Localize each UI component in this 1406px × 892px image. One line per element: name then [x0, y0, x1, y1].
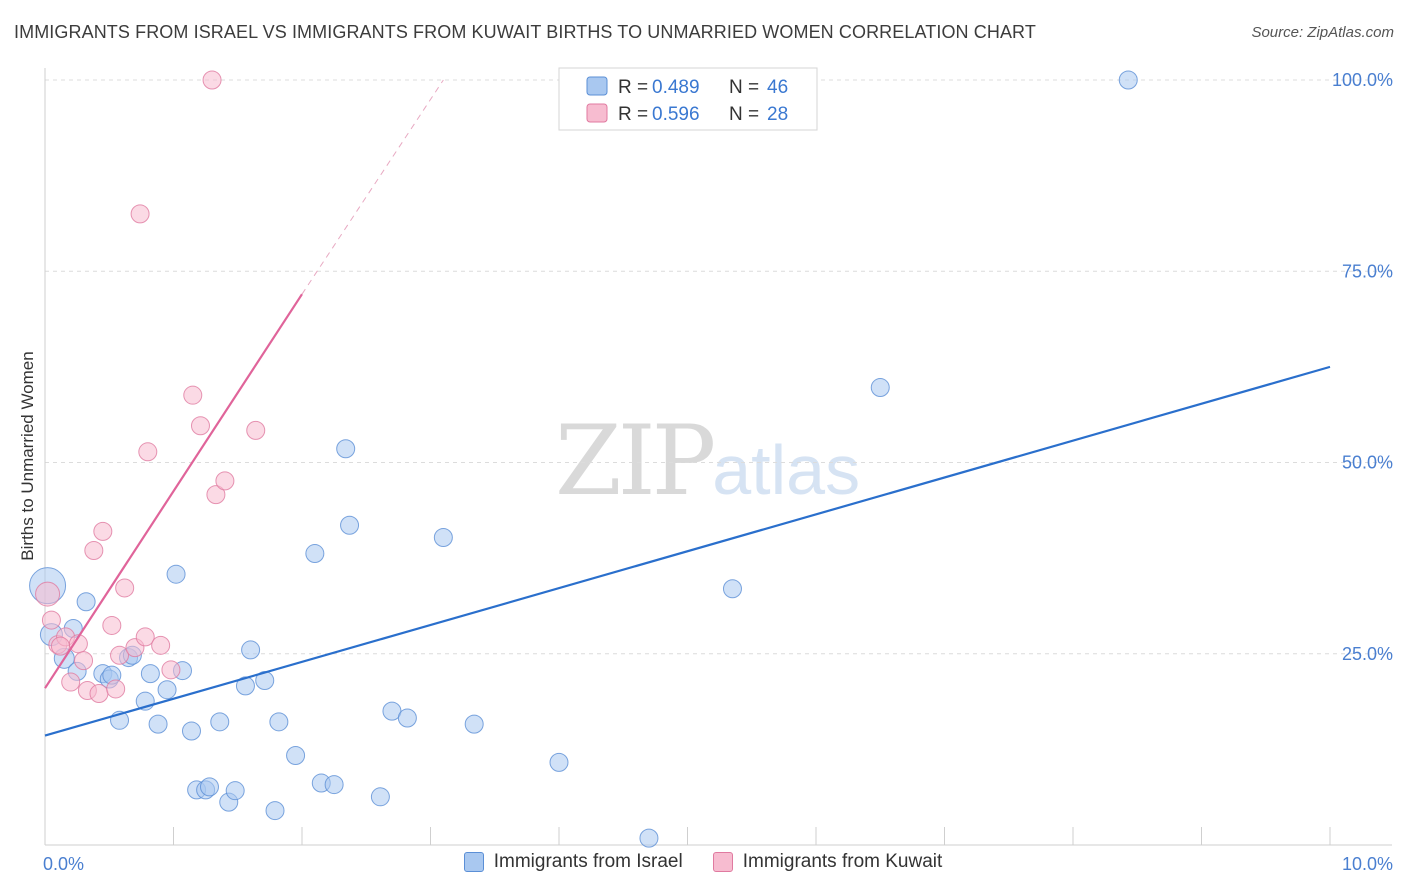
point-kuwait-8: [84, 540, 104, 560]
stats-n-label-1: N =: [729, 104, 759, 125]
point-kuwait-12: [106, 679, 126, 699]
stats-n-value-1: 28: [767, 104, 788, 125]
point-kuwait-24: [206, 485, 226, 505]
point-kuwait-23: [202, 70, 222, 90]
point-israel-29: [265, 801, 285, 821]
point-kuwait-11: [102, 615, 122, 635]
point-israel-28: [225, 781, 245, 801]
point-kuwait-13: [110, 645, 130, 665]
stats-swatch-0: [586, 76, 608, 96]
point-kuwait-26: [246, 420, 266, 440]
point-israel-33: [324, 775, 344, 795]
point-kuwait-19: [151, 635, 171, 655]
legend-swatch-kuwait: [712, 852, 733, 872]
y-tick-label-3: 25.0%: [1342, 644, 1393, 664]
bottom-legend: Immigrants from Israel Immigrants from K…: [0, 851, 1406, 873]
point-israel-38: [397, 708, 417, 728]
point-israel-35: [340, 515, 360, 535]
point-kuwait-10: [93, 521, 113, 541]
legend-item-israel[interactable]: Immigrants from Israel: [463, 851, 683, 873]
point-israel-34: [336, 439, 356, 459]
legend-label-israel: Immigrants from Israel: [493, 851, 683, 872]
x-tick-label-0: 0.0%: [43, 854, 84, 874]
stats-n-value-0: 46: [767, 77, 788, 98]
stats-n-label-0: N =: [729, 77, 759, 98]
source-label: Source: ZipAtlas.com: [1251, 24, 1394, 41]
point-kuwait-0: [35, 581, 61, 607]
point-kuwait-16: [130, 204, 150, 224]
point-israel-44: [870, 378, 890, 398]
x-tick-label-1: 10.0%: [1342, 854, 1393, 874]
point-israel-42: [639, 828, 659, 848]
trend-line-kuwait: [44, 293, 303, 689]
trend-line-israel: [44, 365, 1331, 737]
point-kuwait-22: [190, 416, 210, 436]
point-israel-45: [1118, 70, 1138, 90]
legend-item-kuwait[interactable]: Immigrants from Kuwait: [712, 851, 943, 873]
stats-r-label-0: R =: [618, 77, 648, 98]
point-kuwait-1: [41, 610, 61, 630]
point-kuwait-6: [74, 651, 94, 671]
point-kuwait-14: [115, 578, 135, 598]
watermark-atlas: atlas: [712, 431, 861, 509]
point-kuwait-25: [215, 471, 235, 491]
point-kuwait-18: [138, 442, 158, 462]
point-kuwait-17: [135, 627, 155, 647]
point-israel-36: [370, 787, 390, 807]
point-israel-18: [181, 721, 201, 741]
y-tick-label-2: 50.0%: [1342, 453, 1393, 473]
point-israel-43: [722, 579, 742, 599]
point-israel-30: [286, 745, 306, 765]
y-tick-label-1: 75.0%: [1342, 261, 1393, 281]
point-israel-39: [433, 527, 453, 547]
stats-r-value-1: 0.596: [652, 104, 700, 125]
point-kuwait-4: [61, 672, 81, 692]
point-israel-14: [166, 564, 186, 584]
point-israel-26: [199, 777, 219, 797]
y-tick-label-0: 100.0%: [1332, 70, 1393, 90]
point-israel-40: [464, 714, 484, 734]
point-kuwait-9: [89, 684, 109, 704]
watermark-zip: ZIP: [555, 405, 716, 517]
point-kuwait-27: [50, 636, 70, 656]
legend-swatch-israel: [463, 852, 484, 872]
stats-r-label-1: R =: [618, 104, 648, 125]
trend-line-ext-kuwait: [301, 79, 444, 295]
stats-swatch-1: [586, 103, 608, 123]
chart-title: IMMIGRANTS FROM ISRAEL VS IMMIGRANTS FRO…: [14, 22, 1036, 42]
point-israel-31: [305, 544, 325, 564]
stats-r-value-0: 0.489: [652, 77, 700, 98]
point-israel-23: [269, 712, 289, 732]
point-israel-13: [157, 680, 177, 700]
point-kuwait-20: [161, 660, 181, 680]
point-israel-21: [241, 640, 261, 660]
point-kuwait-21: [183, 385, 203, 405]
point-israel-4: [76, 592, 96, 612]
point-israel-17: [148, 714, 168, 734]
point-israel-19: [210, 712, 230, 732]
point-israel-41: [549, 752, 569, 772]
point-israel-12: [140, 664, 160, 684]
point-israel-20: [235, 676, 255, 696]
legend-label-kuwait: Immigrants from Kuwait: [742, 851, 943, 872]
watermark: ZIPatlas: [555, 405, 860, 517]
